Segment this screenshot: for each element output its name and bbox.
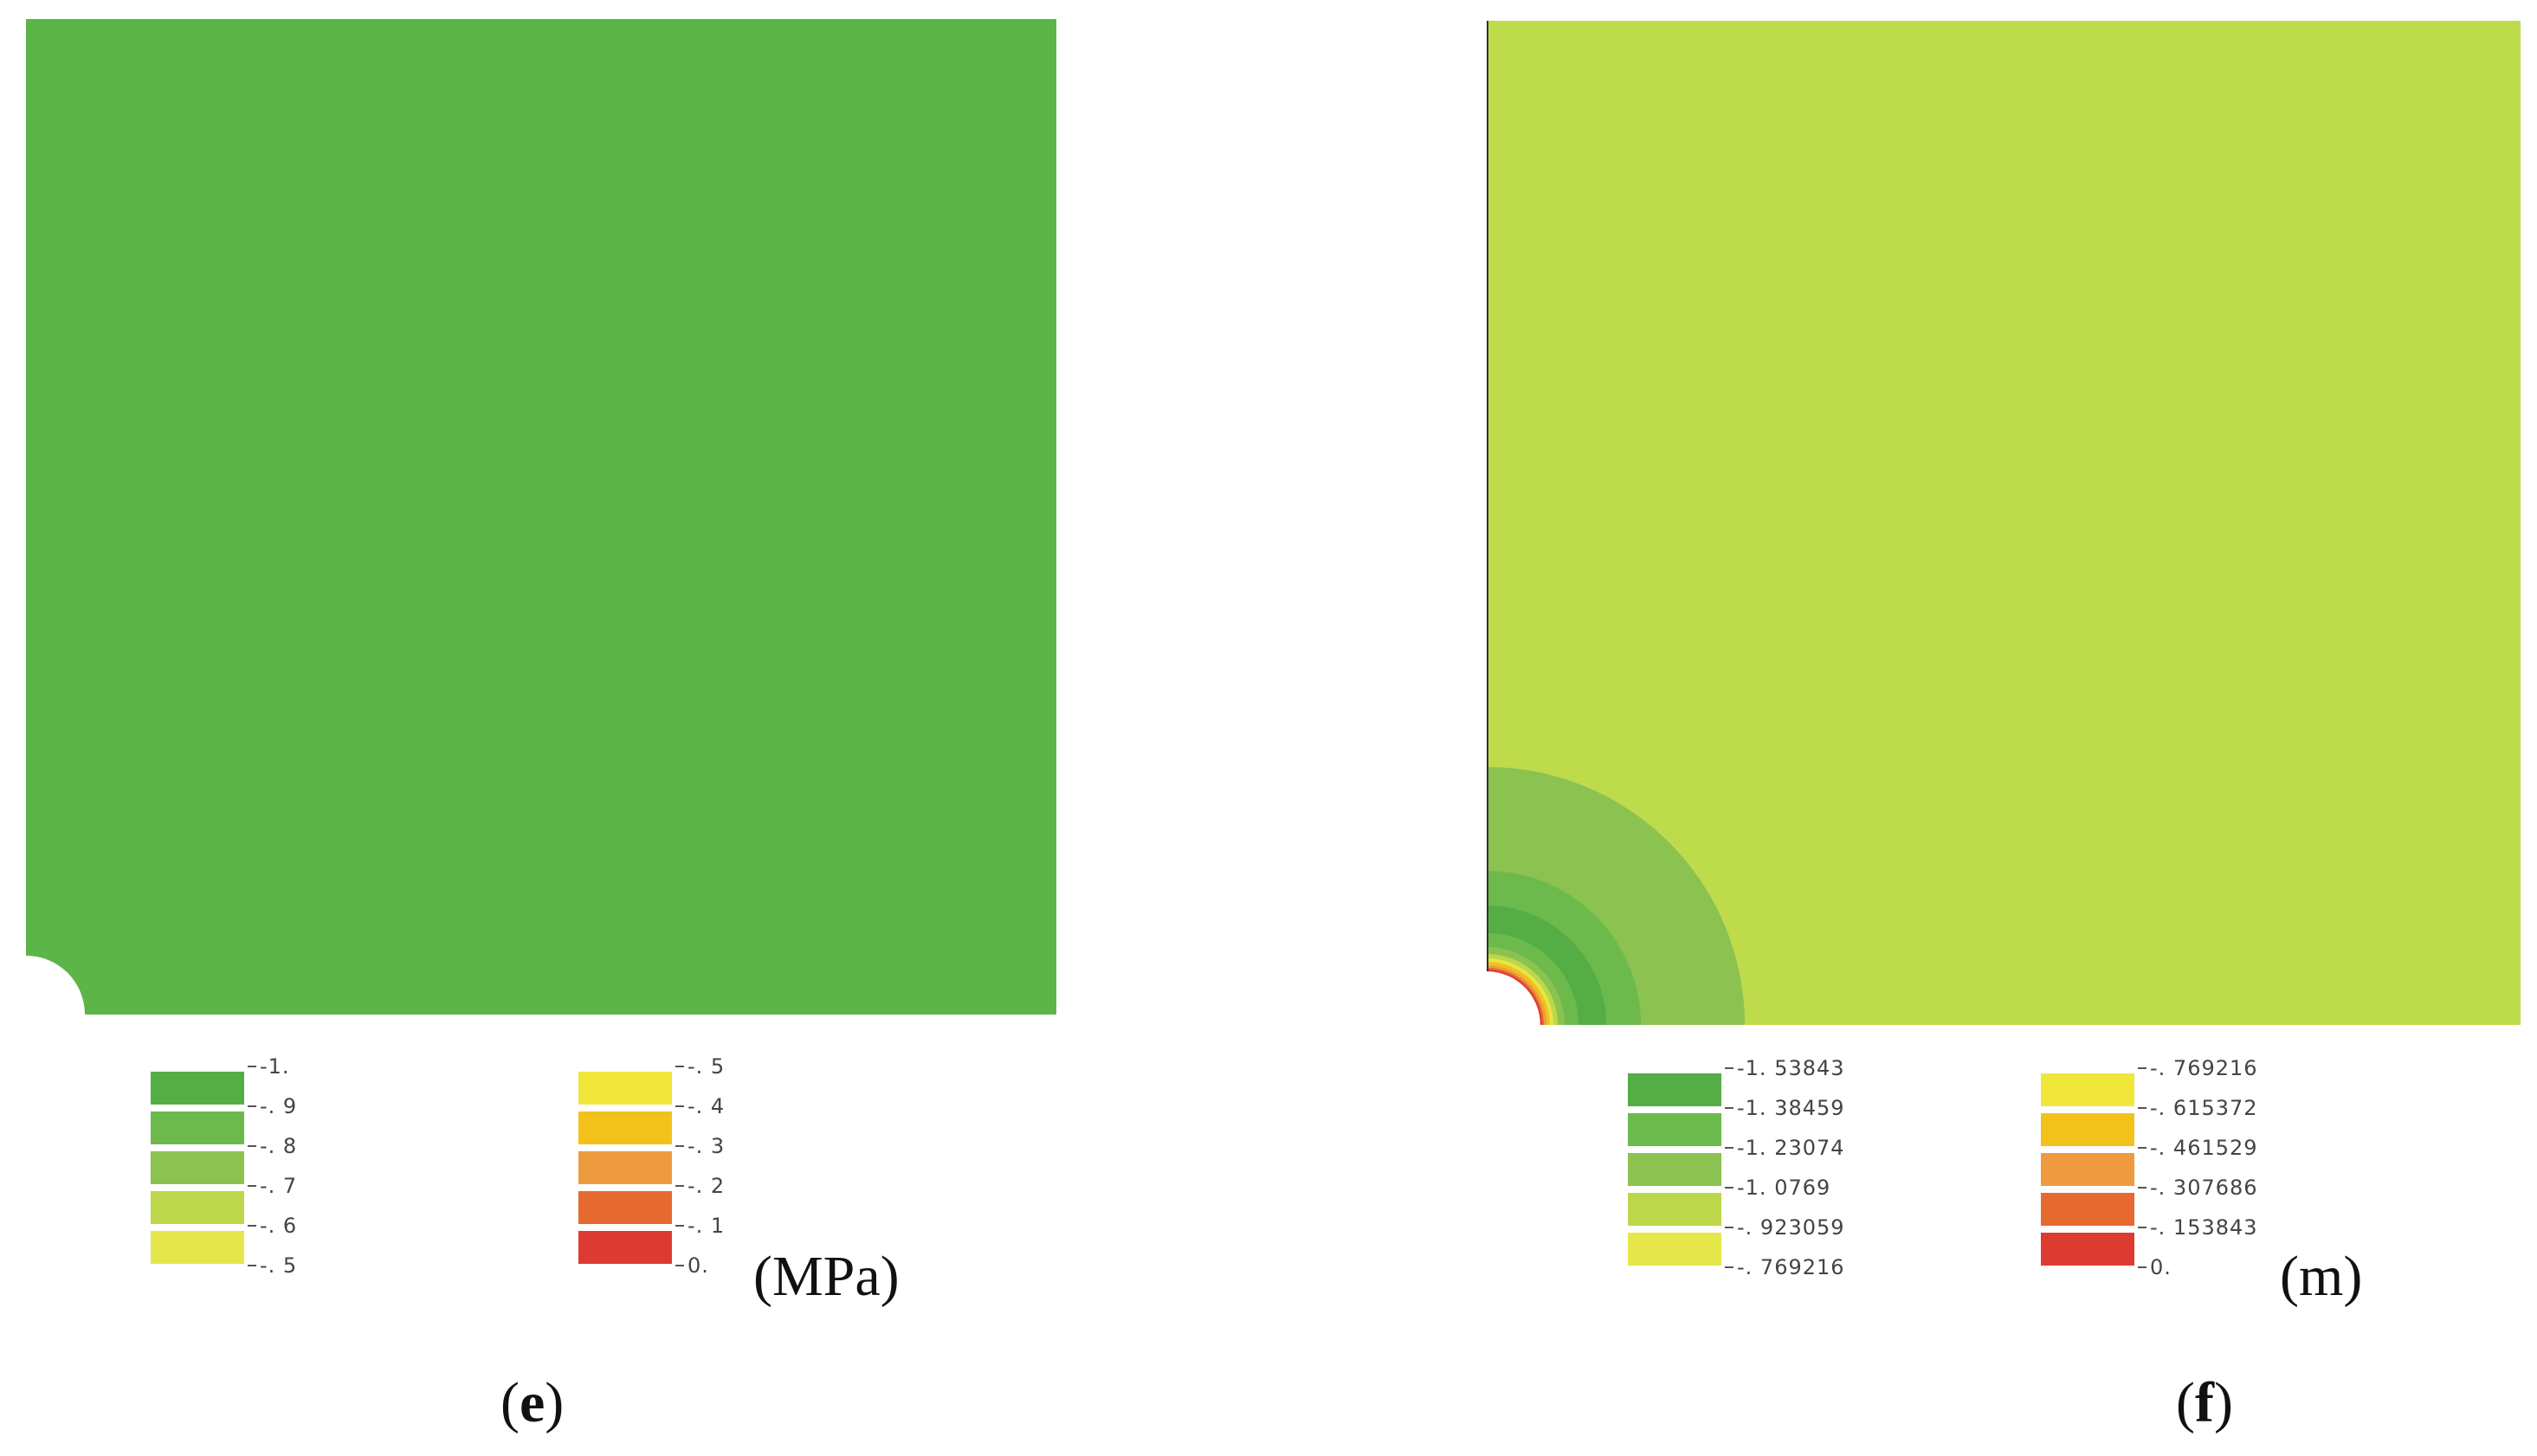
legend-tick-label: -1. 38459 [1725,1096,1845,1120]
legend-tick-label: -. 5 [675,1054,726,1079]
legend-tick-label: 0. [675,1253,709,1278]
legend-tick-label: -. 6 [247,1214,298,1238]
legend-swatch [1628,1153,1721,1186]
legend-tick-label: -. 1 [675,1214,726,1238]
legend-swatch [1628,1193,1721,1226]
legend-swatch [578,1151,672,1184]
legend-tick-label: -. 5 [247,1253,298,1278]
legend-swatch [578,1072,672,1105]
panel-caption-f: (f) [2176,1375,2233,1432]
legend-tick-label: -. 8 [247,1134,298,1158]
panel-caption-e: (e) [500,1375,564,1432]
legend-tick-label: -1. [248,1054,290,1079]
legend-tick-label: -. 7 [247,1174,298,1198]
legend-tick-label: -. 9 [247,1094,298,1118]
legend-tick-label: -. 769216 [2138,1056,2258,1080]
legend-tick-label: -. 923059 [1725,1215,1845,1240]
caption-close: ) [2213,1371,2233,1434]
panel-e: -1. -. 9 -. 8 -. 7 -. 6 -. 5 -. 5 -. 4 -. 3 -. 2… [0,0,1268,1456]
legend-swatch [2041,1193,2134,1226]
legend-swatch [578,1231,672,1264]
legend-tick-label: -1. 0769 [1724,1176,1831,1200]
legend-swatch [151,1072,244,1105]
legend-tick-label: -1. 23074 [1725,1136,1845,1160]
legend-swatch [2041,1233,2134,1266]
caption-close: ) [545,1371,565,1434]
caption-letter: e [519,1371,545,1434]
legend-tick-label: -. 615372 [2138,1096,2258,1120]
contour-plot-e [26,19,1056,1015]
stress-field [26,19,1056,1015]
contour-band [1487,767,1745,1025]
legend-swatch [151,1151,244,1184]
legend-swatch [151,1231,244,1264]
legend-swatch [151,1111,244,1144]
legend-tick-label: -. 3 [675,1134,726,1158]
legend-tick-label: -. 4 [675,1094,726,1118]
panel-f: -1. 53843 -1. 38459 -1. 23074 -1. 0769 -. 92… [1268,0,2537,1456]
contour-plot-f [1487,21,2521,1025]
caption-open: ( [500,1371,520,1434]
legend-swatch [578,1111,672,1144]
legend-tick-label: -. 153843 [2138,1215,2258,1240]
unit-label: (m) [2280,1245,2363,1308]
legend-tick-label: 0. [2138,1255,2172,1279]
legend-swatch [2041,1153,2134,1186]
legend-swatch [1628,1233,1721,1266]
legend-tick-label: -. 2 [675,1174,726,1198]
unit-label: (MPa) [753,1245,900,1308]
legend-tick-label: -1. 53843 [1725,1056,1845,1080]
legend-tick-label: -. 307686 [2138,1176,2258,1200]
caption-open: ( [2176,1371,2195,1434]
legend-swatch [151,1191,244,1224]
legend-swatch [2041,1113,2134,1146]
legend-swatch [2041,1073,2134,1106]
legend-tick-label: -. 461529 [2138,1136,2258,1160]
legend-swatch [1628,1073,1721,1106]
legend-swatch [578,1191,672,1224]
legend-swatch [1628,1113,1721,1146]
legend-tick-label: -. 769216 [1725,1255,1845,1279]
caption-letter: f [2194,1371,2214,1434]
